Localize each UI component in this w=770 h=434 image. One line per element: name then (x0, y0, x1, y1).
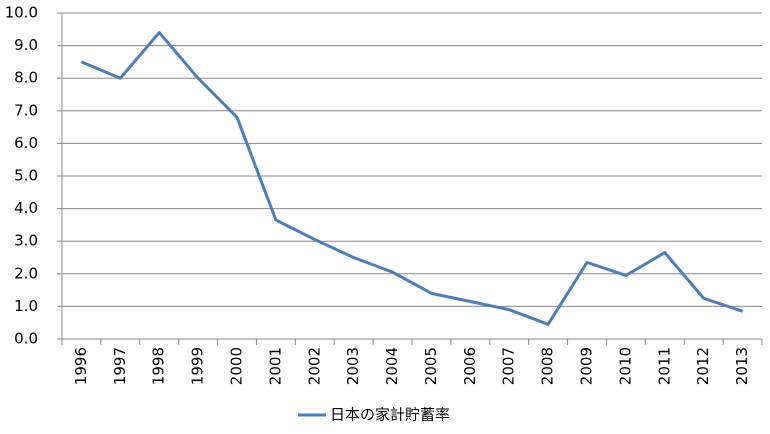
y-tick-label: 1.0 (14, 297, 38, 315)
x-tick-label: 2007 (500, 347, 518, 385)
y-tick-label: 5.0 (14, 167, 38, 185)
x-tick-label: 2006 (461, 347, 479, 385)
y-tick-label: 4.0 (14, 199, 38, 217)
x-tick-label: 2013 (733, 347, 751, 385)
x-tick-label: 2000 (228, 347, 246, 385)
y-tick-label: 2.0 (14, 264, 38, 282)
legend-label: 日本の家計貯蓄率 (330, 406, 450, 424)
x-tick-label: 2002 (305, 347, 323, 385)
x-tick-label: 1996 (72, 347, 90, 385)
x-tick-label: 2010 (616, 347, 634, 385)
y-tick-label: 3.0 (14, 232, 38, 250)
y-tick-label: 8.0 (14, 69, 38, 87)
y-tick-label: 7.0 (14, 101, 38, 119)
series-line (80, 31, 744, 326)
x-tick-label: 1997 (111, 347, 129, 385)
x-tick-label: 2008 (539, 347, 557, 385)
x-tick-label: 1999 (189, 347, 207, 385)
y-tick-label: 6.0 (14, 134, 38, 152)
x-tick-label: 2011 (655, 347, 673, 385)
y-tick-label: 9.0 (14, 36, 38, 54)
x-tick-label: 2003 (344, 347, 362, 385)
x-tick-label: 1998 (150, 347, 168, 385)
x-tick-label: 2009 (578, 347, 596, 385)
y-tick-label: 10.0 (5, 4, 38, 22)
x-tick-label: 2012 (694, 347, 712, 385)
x-tick-label: 2004 (383, 347, 401, 385)
x-tick-label: 2005 (422, 347, 440, 385)
x-tick-label: 2001 (266, 347, 284, 385)
y-tick-label: 0.0 (14, 330, 38, 348)
